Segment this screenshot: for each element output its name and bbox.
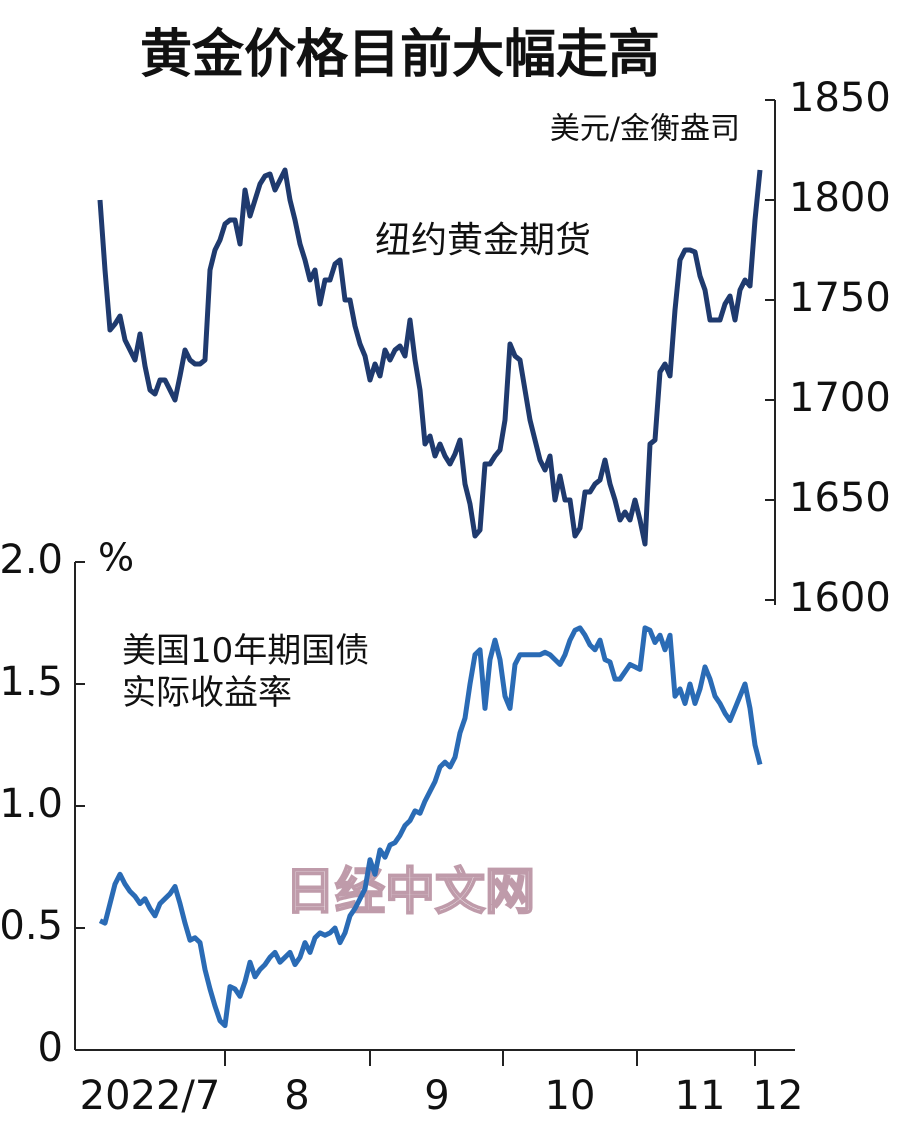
y-tick-label: 1.5 — [0, 659, 63, 705]
line — [97, 167, 763, 547]
x-tick-label: 8 — [284, 1073, 309, 1119]
y-axis-unit: % — [98, 536, 134, 580]
y-tick-label: 0.5 — [0, 903, 63, 949]
chart-title: 黄金价格目前大幅走高 — [140, 25, 660, 85]
y-tick-label: 2.0 — [0, 537, 63, 583]
y-axis-unit: 美元/金衡盎司 — [550, 112, 740, 147]
x-tick-label: 2022/7 — [80, 1073, 221, 1119]
series-label: 纽约黄金期货 — [375, 220, 591, 261]
watermark: 日经中文网 — [285, 863, 535, 921]
x-tick-label: 9 — [424, 1073, 449, 1119]
x-tick-label: 11 — [675, 1073, 726, 1119]
y-tick-label: 1750 — [789, 275, 891, 321]
y-tick-label: 1850 — [789, 75, 891, 121]
x-tick-label: 12 — [753, 1073, 804, 1119]
y-tick-label: 1800 — [789, 175, 891, 221]
y-tick-label: 1700 — [789, 375, 891, 421]
line — [98, 625, 763, 1029]
y-tick-label: 0 — [38, 1025, 63, 1071]
y-tick-label: 1600 — [789, 575, 891, 621]
x-tick-label: 10 — [545, 1073, 596, 1119]
series-label: 美国10年期国债实际收益率 — [122, 631, 370, 713]
y-tick-label: 1.0 — [0, 781, 63, 827]
y-tick-label: 1650 — [789, 475, 891, 521]
